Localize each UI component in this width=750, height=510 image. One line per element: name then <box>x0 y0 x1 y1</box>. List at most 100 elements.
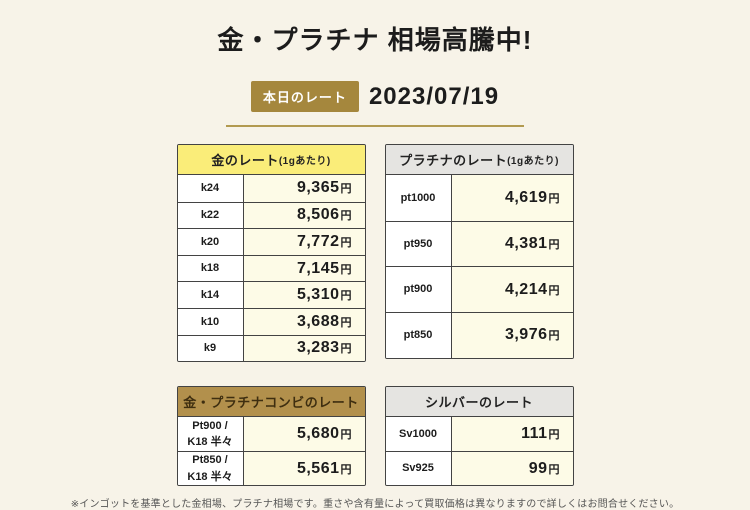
table-row: Pt900 / K18 半々 5,680 円 <box>177 417 365 452</box>
rate-value: 7,145 円 <box>243 255 365 282</box>
rate-unit: 円 <box>548 330 560 343</box>
metal-label: Pt850 / K18 半々 <box>177 452 244 486</box>
platinum-table-header: プラチナのレート (1gあたり) <box>385 145 573 175</box>
rate-tables-grid: 金のレート (1gあたり) k24 9,365 円 k22 8,506 円 k20 7,772 円… <box>176 144 574 487</box>
table-row: pt850 3,976 円 <box>385 312 573 358</box>
metal-label: k14 <box>177 282 244 308</box>
rate-value: 7,772 円 <box>243 229 365 255</box>
table-row: pt1000 4,619 円 <box>385 175 573 221</box>
metal-label: k22 <box>177 202 244 229</box>
rate-value: 4,214 円 <box>451 267 573 313</box>
rate-number: 4,214 <box>504 280 548 298</box>
date-row: 本日のレート 2023/07/19 <box>0 81 750 112</box>
page-title: 金・プラチナ 相場高騰中! <box>217 25 533 55</box>
rate-number: 3,976 <box>504 326 548 344</box>
rate-value: 5,561 円 <box>243 452 365 486</box>
silver-table-header: シルバーのレート <box>385 387 573 418</box>
rate-unit: 円 <box>340 236 352 249</box>
table-row: k10 3,688 円 <box>177 307 365 335</box>
metal-label: k10 <box>177 308 244 335</box>
rate-number: 4,619 <box>504 188 548 206</box>
rate-number: 7,145 <box>296 259 340 277</box>
rate-unit: 円 <box>340 263 352 276</box>
rate-unit: 円 <box>340 429 352 442</box>
table-row: Sv925 99 円 <box>385 451 573 486</box>
rate-number: 5,561 <box>296 459 340 477</box>
table-row: k14 5,310 円 <box>177 281 365 308</box>
rate-value: 4,381 円 <box>451 221 573 267</box>
rate-number: 7,772 <box>296 232 340 250</box>
footnote: ※インゴットを基準とした金相場、プラチナ相場です。重さや含有量によって買取価格は… <box>70 499 680 510</box>
rate-number: 111 <box>521 425 548 443</box>
rate-number: 5,680 <box>296 425 340 443</box>
table-row: k24 9,365 円 <box>177 175 365 202</box>
table-row: pt900 4,214 円 <box>385 266 573 313</box>
rate-number: 4,381 <box>504 235 548 253</box>
table-row: k20 7,772 円 <box>177 228 365 255</box>
table-row: k18 7,145 円 <box>177 254 365 282</box>
rate-unit: 円 <box>340 290 352 303</box>
metal-label: Sv1000 <box>385 417 452 452</box>
rate-value: 111 円 <box>451 417 573 452</box>
table-row: k9 3,283 円 <box>177 334 365 362</box>
rate-number: 8,506 <box>296 206 340 224</box>
rate-value: 5,680 円 <box>243 417 365 452</box>
metal-label: k9 <box>177 335 244 362</box>
rate-unit: 円 <box>340 210 352 223</box>
gold-table-header: 金のレート (1gあたり) <box>177 145 365 175</box>
table-row: k22 8,506 円 <box>177 201 365 229</box>
rate-unit: 円 <box>548 284 560 297</box>
todays-rate-badge: 本日のレート <box>250 81 359 112</box>
rate-value: 3,283 円 <box>243 335 365 362</box>
metal-label: Sv925 <box>385 452 452 486</box>
metal-label: k24 <box>177 175 244 202</box>
rate-value: 4,619 円 <box>451 175 573 221</box>
rate-number: 3,283 <box>296 339 340 357</box>
rate-value: 99 円 <box>451 452 573 486</box>
metal-label: pt1000 <box>385 175 452 221</box>
platinum-table-title: プラチナのレート <box>399 153 508 168</box>
table-row: Pt850 / K18 半々 5,561 円 <box>177 451 365 486</box>
table-row: Sv1000 111 円 <box>385 417 573 452</box>
rate-number: 9,365 <box>296 179 340 197</box>
rate-value: 5,310 円 <box>243 282 365 308</box>
metal-label: pt850 <box>385 313 452 358</box>
rate-value: 3,976 円 <box>451 313 573 358</box>
rate-value: 8,506 円 <box>243 202 365 229</box>
combo-table-header: 金・プラチナコンビのレート <box>177 387 365 418</box>
metal-label: Pt900 / K18 半々 <box>177 417 244 452</box>
combo-table-rows: Pt900 / K18 半々 5,680 円 Pt850 / K18 半々 5,561 円 <box>177 417 365 486</box>
rate-number: 3,688 <box>296 312 340 330</box>
silver-table-rows: Sv1000 111 円 Sv925 99 円 <box>385 417 573 486</box>
silver-table-title: シルバーのレート <box>424 395 533 411</box>
rate-number: 5,310 <box>296 286 340 304</box>
platinum-table-rows: pt1000 4,619 円 pt950 4,381 円 pt900 4,214 円 pt850 3… <box>385 175 573 358</box>
rate-value: 9,365 円 <box>243 175 365 202</box>
rate-unit: 円 <box>340 463 352 476</box>
combo-rate-table: 金・プラチナコンビのレート Pt900 / K18 半々 5,680 円 Pt850 … <box>176 386 366 487</box>
gold-table-rows: k24 9,365 円 k22 8,506 円 k20 7,772 円 k18 7,145 円 k14 5… <box>177 175 365 362</box>
gold-divider-line <box>226 125 524 127</box>
metal-label: pt900 <box>385 267 452 313</box>
rate-unit: 円 <box>548 239 560 252</box>
combo-table-title: 金・プラチナコンビのレート <box>183 395 359 411</box>
rate-unit: 円 <box>548 192 560 205</box>
platinum-table-title-note: (1gあたり) <box>507 156 559 167</box>
gold-rate-table: 金のレート (1gあたり) k24 9,365 円 k22 8,506 円 k20 7,772 円… <box>176 144 366 363</box>
rate-date: 2023/07/19 <box>368 82 500 110</box>
platinum-rate-table: プラチナのレート (1gあたり) pt1000 4,619 円 pt950 4,381 円 p… <box>384 144 574 359</box>
metal-label: pt950 <box>385 221 452 267</box>
rate-unit: 円 <box>340 183 352 196</box>
gold-table-title: 金のレート <box>211 153 279 168</box>
rate-number: 99 <box>528 459 548 477</box>
rate-unit: 円 <box>340 316 352 329</box>
metal-label: k18 <box>177 255 244 282</box>
rate-unit: 円 <box>340 343 352 356</box>
gold-table-title-note: (1gあたり) <box>278 156 331 167</box>
silver-rate-table: シルバーのレート Sv1000 111 円 Sv925 99 円 <box>384 386 574 487</box>
rate-unit: 円 <box>548 463 560 476</box>
table-row: pt950 4,381 円 <box>385 220 573 267</box>
rate-unit: 円 <box>548 429 560 442</box>
rate-value: 3,688 円 <box>243 308 365 335</box>
metal-label: k20 <box>177 229 244 255</box>
